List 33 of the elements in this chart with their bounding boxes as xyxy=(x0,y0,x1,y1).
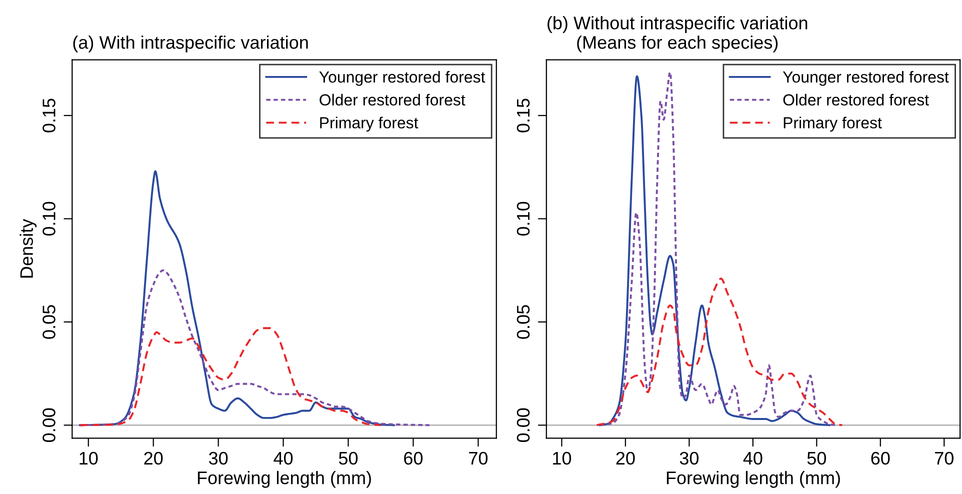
x-tick-label: 40 xyxy=(743,452,762,465)
y-tick-label: 0.15 xyxy=(42,98,56,132)
legend-label: Younger restored forest xyxy=(782,70,949,86)
y-tick-label: 0.00 xyxy=(42,408,56,442)
x-tick-label: 40 xyxy=(274,452,293,465)
x-axis-title: Forewing length (mm) xyxy=(666,470,840,488)
y-tick-label: 0.10 xyxy=(516,202,530,236)
legend-label: Younger restored forest xyxy=(319,70,486,86)
legend-label: Older restored forest xyxy=(320,94,466,106)
y-tick-label: 0.15 xyxy=(516,98,530,132)
x-tick-label: 70 xyxy=(935,452,954,465)
x-tick-label: 10 xyxy=(553,452,572,465)
x-tick-label: 50 xyxy=(807,452,826,465)
x-tick-label: 70 xyxy=(469,452,488,465)
legend-label: Primary forest xyxy=(784,116,882,132)
x-tick-label: 30 xyxy=(208,452,228,465)
legend-label: Older restored forest xyxy=(783,94,929,106)
legend-label: Primary forest xyxy=(320,116,418,132)
y-tick-label: 0.00 xyxy=(516,408,530,442)
x-tick-label: 60 xyxy=(871,452,890,465)
x-tick-label: 10 xyxy=(80,452,98,465)
y-tick-label: 0.05 xyxy=(516,305,530,339)
x-tick-label: 60 xyxy=(404,452,423,465)
x-axis-title: Forewing length (mm) xyxy=(198,470,371,488)
x-tick-label: 50 xyxy=(338,452,358,465)
y-tick-label: 0.10 xyxy=(42,202,56,236)
y-axis-title: Density xyxy=(20,218,37,278)
chart-title: (a) With intraspecific variation xyxy=(73,36,308,52)
y-tick-label: 0.05 xyxy=(42,305,56,339)
chart-title: (b) Without intraspecific variation (Means for each species) xyxy=(548,16,808,52)
x-tick-label: 20 xyxy=(144,452,163,465)
x-tick-label: 30 xyxy=(680,452,699,465)
x-tick-label: 20 xyxy=(616,452,635,465)
